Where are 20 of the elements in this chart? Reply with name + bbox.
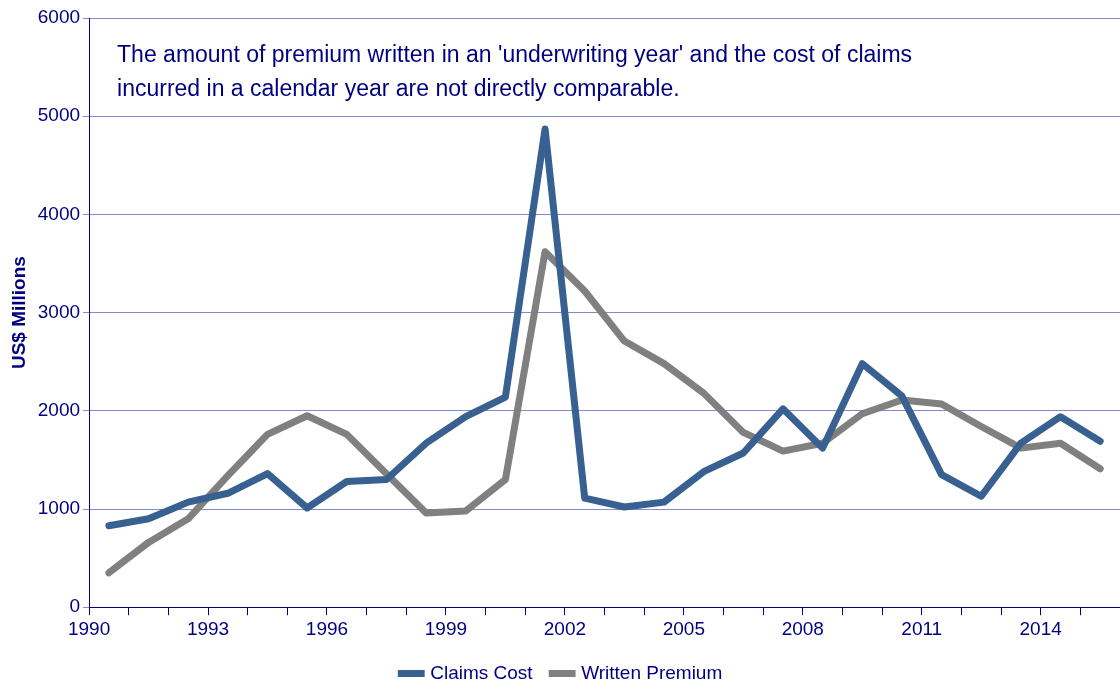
x-tick-label: 2005 <box>662 617 705 639</box>
x-tick-label: 2011 <box>901 617 943 639</box>
y-tick-label: 0 <box>69 595 81 617</box>
x-tick-label: 2002 <box>543 617 587 639</box>
x-tick-label: 1990 <box>67 617 111 639</box>
x-tick-label: 1996 <box>305 617 349 639</box>
x-tick-label: 2014 <box>1019 617 1063 639</box>
legend-label: Written Premium <box>581 661 723 683</box>
x-tick-label: 2008 <box>781 617 824 639</box>
x-tick-label: 1993 <box>186 617 230 639</box>
y-tick-label: 3000 <box>37 300 81 322</box>
legend-label: Claims Cost <box>430 661 534 683</box>
annotation: The amount of premium written in an 'underwriting year' and the cost of claims incurred in a calendar year are not directly comparable. <box>117 41 913 101</box>
y-tick-label: 2000 <box>37 399 81 421</box>
y-tick-label: 4000 <box>37 202 81 224</box>
y-tick-label: 6000 <box>37 6 81 28</box>
y-tick-label: 5000 <box>37 104 81 126</box>
y-tick-label: 1000 <box>37 497 81 519</box>
y-axis-title: US$ Millions <box>7 256 29 370</box>
x-tick-label: 1999 <box>424 617 468 639</box>
